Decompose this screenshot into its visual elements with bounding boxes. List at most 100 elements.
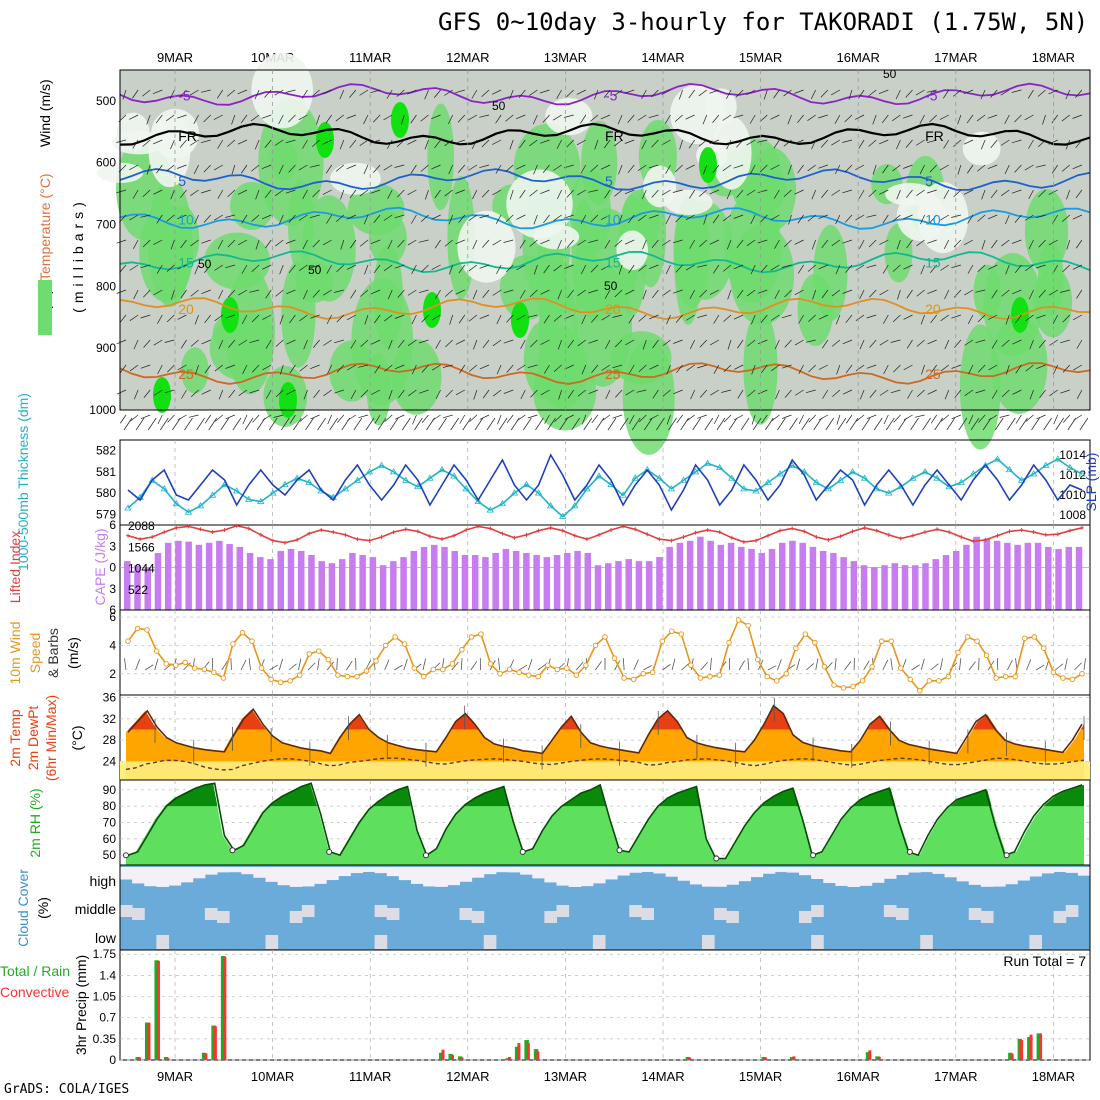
wind-barb <box>673 339 683 344</box>
wind-barb <box>397 339 405 349</box>
precip-convective-bar <box>441 1049 445 1060</box>
wind-barb <box>238 289 248 296</box>
cape-bar <box>144 567 151 610</box>
rh2m-point <box>326 848 333 855</box>
wind-barb <box>482 239 490 248</box>
wind-barb <box>835 314 841 325</box>
wind-barb <box>736 239 744 249</box>
wind-barb <box>1014 114 1022 123</box>
wind-barb <box>285 239 296 244</box>
wind-barb <box>363 114 369 125</box>
wind-barb <box>459 364 466 374</box>
isotherm-label: 15 <box>925 255 941 271</box>
upper-air-y-title: (millibars) <box>70 197 86 313</box>
wind-barb <box>132 139 139 149</box>
wind-barb <box>944 289 950 300</box>
thickness-tick-label: 582 <box>96 444 116 458</box>
thickness-line-point <box>848 468 857 475</box>
wind-barb <box>836 414 841 425</box>
wind-barb <box>473 389 478 400</box>
wind-barb <box>274 189 284 197</box>
wind-speed-line-point <box>459 646 465 653</box>
wind-barb <box>703 214 708 225</box>
wind-barb <box>455 89 465 94</box>
wind-barb <box>757 289 768 294</box>
wind-barb <box>142 139 151 147</box>
wind-speed-line-point <box>783 671 790 677</box>
wind-barb <box>1004 114 1010 125</box>
cloud-high-gap <box>192 867 206 879</box>
wind-barb <box>1000 89 1010 96</box>
wind-barb <box>977 214 986 222</box>
wind-barb <box>289 364 296 374</box>
wind-barb <box>842 189 853 194</box>
isotherm-label: FR <box>178 128 197 144</box>
wind-barb <box>261 114 272 119</box>
rh2m-axis-label: 2m RH (%) <box>27 788 43 857</box>
wind-barb <box>200 139 211 144</box>
cape-bar <box>717 544 725 610</box>
cloud-middle-gap <box>544 911 557 923</box>
temp-axis-label-3-group: (6hr Min/Max) <box>43 695 59 781</box>
wind-speed-line-point <box>172 662 179 669</box>
cloud-middle-gap <box>374 905 388 917</box>
wind-barb <box>445 339 453 348</box>
wind-barb <box>967 214 974 224</box>
wind-barb <box>120 414 127 424</box>
wind-barb <box>183 662 191 671</box>
lifted-index-line <box>127 524 1083 544</box>
cloud-high-gap <box>726 867 739 885</box>
cloud-middle-gap <box>641 908 654 920</box>
wind-barb <box>254 139 260 150</box>
wind-barb <box>395 414 405 420</box>
wind-barb <box>532 114 538 125</box>
wind-barb <box>566 89 574 98</box>
wind-barb <box>505 114 514 122</box>
cloud-low-gap <box>702 935 715 949</box>
wind-barb <box>797 214 804 224</box>
precip-total-bar <box>524 1040 529 1060</box>
wind-barb <box>540 339 550 345</box>
cloud-high-gap <box>920 867 933 873</box>
wind-barb <box>927 189 937 194</box>
wind-barb <box>288 663 297 671</box>
wind-barb <box>951 314 962 319</box>
wind-speed-line-point <box>363 668 370 674</box>
wind-barb <box>251 164 260 172</box>
wind-barb <box>135 659 141 671</box>
wind-barb <box>407 239 417 246</box>
wind-barb <box>469 364 478 372</box>
wind-speed-line-point <box>821 663 828 670</box>
lifted-index-line-point <box>923 530 928 535</box>
wind-barb <box>156 214 163 224</box>
precip-panel-frame <box>119 949 1091 1061</box>
wind-barb <box>649 314 659 320</box>
wind-barb <box>612 364 623 369</box>
wind-barb <box>1038 339 1046 348</box>
lifted-index-line-point <box>657 537 662 542</box>
wind-barb <box>1026 659 1032 671</box>
rh-moist-area <box>622 340 675 455</box>
wind-barb <box>459 414 466 424</box>
wind-barb <box>553 164 562 171</box>
wind-barb <box>709 658 712 671</box>
wind-barb <box>528 89 538 96</box>
thickness-line-point <box>1066 463 1074 471</box>
wind-speed-line-point <box>859 678 866 684</box>
wind-barb <box>757 339 768 344</box>
surface-wind-barb <box>462 417 472 431</box>
wind-barb <box>808 314 816 323</box>
wind-barb <box>883 314 889 324</box>
wind-barb <box>473 339 478 350</box>
wind-barb <box>831 189 841 196</box>
wind-speed-line-point <box>497 671 503 677</box>
rh-moist-area <box>674 195 703 325</box>
slp-tick-label: 1012 <box>1059 468 1086 482</box>
wind-speed-line-point <box>535 673 541 680</box>
wind-barb <box>940 364 950 372</box>
wind-barb <box>957 114 962 125</box>
cloud-high-gap <box>1077 867 1091 876</box>
cloud-middle-gap <box>968 908 982 920</box>
wind-barb <box>615 389 623 398</box>
thickness-line-point <box>703 459 712 466</box>
